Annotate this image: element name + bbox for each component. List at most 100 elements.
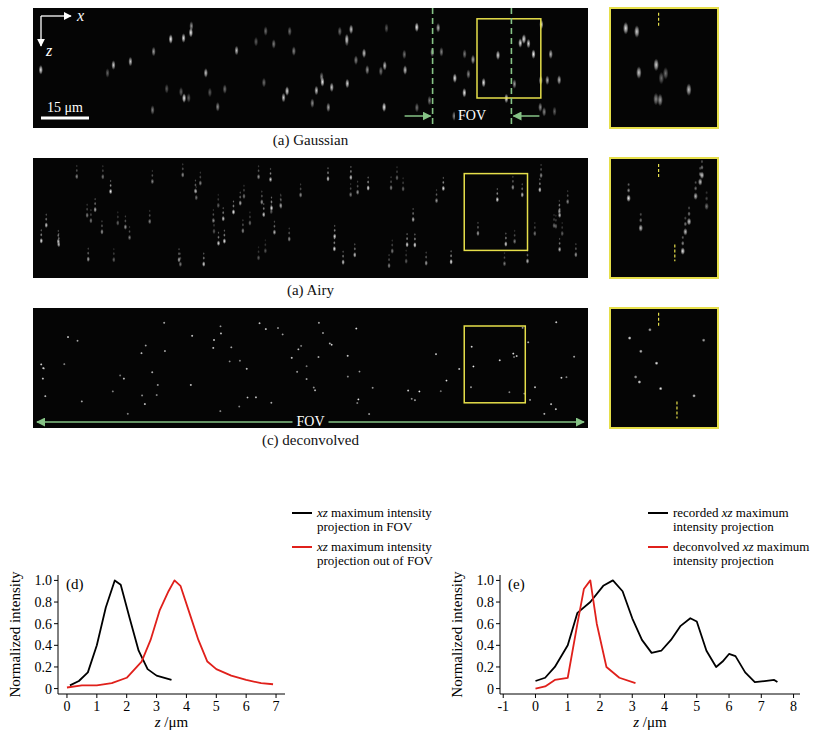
spot [217,240,221,246]
text-part: intensity [7,571,23,627]
spot-lobe [425,251,427,254]
spot-lobe [270,200,273,204]
x-tick [156,694,157,698]
spot-lobe [45,217,48,221]
legend-label: projection out of FOV [317,553,434,568]
x-tick [729,694,730,698]
spot [246,396,249,399]
x-tick [96,694,97,698]
spot-lobe [512,175,514,178]
inset-marker [658,313,659,327]
text-part: intensity [673,553,718,568]
spot-lobe [521,187,524,191]
spot [189,383,192,386]
spot-lobe [212,208,214,211]
spot [574,252,578,258]
spot [119,374,122,377]
x-tick-label: 0 [532,699,539,714]
spot [439,390,442,393]
spot-lobe [561,226,564,230]
fov-label: FOV [458,108,486,123]
x-tick [600,694,601,698]
spot [326,102,330,112]
x-axis-title: z /μm [632,714,667,730]
spot [254,37,258,47]
spot [270,205,274,211]
spot [626,194,631,202]
spot [512,352,515,355]
spot [67,336,70,339]
x-tick [793,694,794,698]
spot [498,359,501,362]
spot [511,184,515,190]
spot [238,359,241,362]
spot-lobe [242,219,244,222]
y-axis [58,575,59,694]
spot-lobe [86,203,88,206]
spot [279,202,283,208]
y-tick-label: 0.6 [35,617,53,632]
x-tick-label: 6 [243,699,250,714]
spot-lobe [684,216,687,220]
spot-lobe [558,241,561,245]
spot [542,107,546,117]
spot [338,26,342,36]
spot [515,355,518,358]
text-part: intensity [384,539,433,554]
spot-lobe [223,233,226,237]
spot-lobe [477,225,480,229]
spot [333,233,337,239]
spot-lobe [367,180,370,184]
text-part: maximum [733,505,789,520]
x-axis [58,694,285,695]
spot [529,398,532,401]
spot [155,394,158,397]
spot [531,49,535,59]
spot-lobe [270,196,272,199]
spot [189,21,193,31]
text-part: in [370,519,384,534]
spot [634,25,640,38]
spot [379,66,383,76]
spot [89,218,93,224]
spot [411,216,415,222]
text-part: maximum [328,505,384,520]
inset [610,158,718,278]
spot-lobe [356,180,358,183]
spot-lobe [178,248,180,251]
text-part: xz [316,539,328,554]
spot-lobe [538,182,541,186]
legend-swatch [292,512,312,514]
text-part: xz [316,505,328,520]
spot [216,102,220,112]
y-tick [54,602,58,603]
spot [449,259,453,265]
spot-lobe [504,236,507,240]
spot-lobe [195,186,197,189]
spot-lobe [574,247,577,251]
spot [151,47,155,57]
spot [356,189,360,195]
x-tick-label: 4 [183,699,190,714]
spot-lobe [94,202,97,206]
legend-swatch [292,546,312,548]
spot-lobe [694,180,697,184]
plot-area [535,580,777,688]
spot [636,66,642,79]
spot [686,83,692,96]
y-axis [500,575,501,694]
spot [384,23,388,33]
spot [623,22,629,35]
spot [442,185,446,191]
spot [109,188,113,194]
spot [403,65,407,75]
x-tick [535,694,536,698]
spot [704,202,709,210]
legend-label: intensity projection [673,553,774,568]
spot [410,397,413,400]
y-tick [54,645,58,646]
spot [470,345,473,348]
x-tick-label: 2 [123,699,130,714]
x-tick [66,694,67,698]
spot-lobe [356,184,359,188]
